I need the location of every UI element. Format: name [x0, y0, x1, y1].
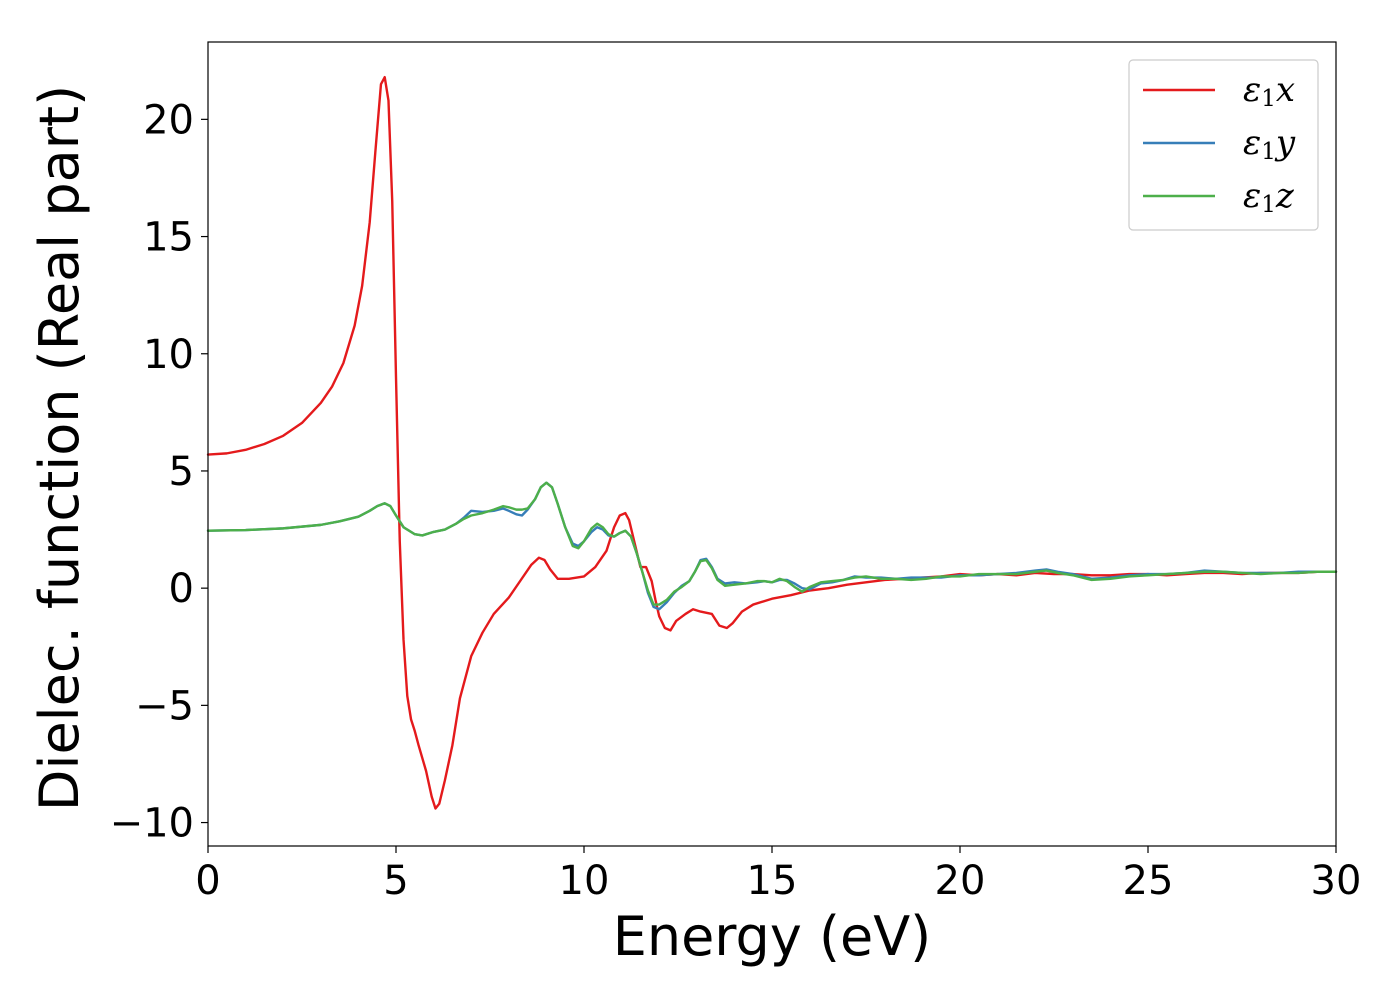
y-tick-label: −10	[110, 801, 194, 847]
x-tick-label: 20	[935, 858, 986, 904]
y-tick-label: 10	[143, 332, 194, 378]
legend: ε1x ε1y ε1z	[1128, 59, 1319, 231]
y-tick-label: 20	[143, 97, 194, 143]
legend-box	[1128, 59, 1319, 231]
y-tick-label: 5	[169, 449, 194, 495]
x-tick-label: 30	[1311, 858, 1362, 904]
x-tick-label: 5	[383, 858, 408, 904]
x-axis-title: Energy (eV)	[613, 905, 932, 968]
y-tick-label: 15	[143, 215, 194, 261]
legend-label-y: ε1y	[1243, 123, 1296, 165]
y-axis-ticks: −10 −5 0 5 10 15 20	[110, 97, 208, 847]
x-tick-label: 25	[1123, 858, 1174, 904]
series-line-z	[206, 481, 1338, 606]
x-tick-label: 15	[747, 858, 798, 904]
y-axis-title: Dielec. function (Real part)	[28, 85, 91, 811]
legend-label-x: ε1x	[1243, 70, 1295, 112]
x-tick-label: 10	[559, 858, 610, 904]
series-layer	[206, 75, 1338, 810]
y-tick-label: −5	[135, 683, 194, 729]
y-tick-label: 0	[169, 566, 194, 612]
x-axis-ticks: 0 5 10 15 20 25 30	[195, 846, 1361, 904]
legend-label-z: ε1z	[1243, 176, 1295, 218]
x-tick-label: 0	[195, 858, 220, 904]
